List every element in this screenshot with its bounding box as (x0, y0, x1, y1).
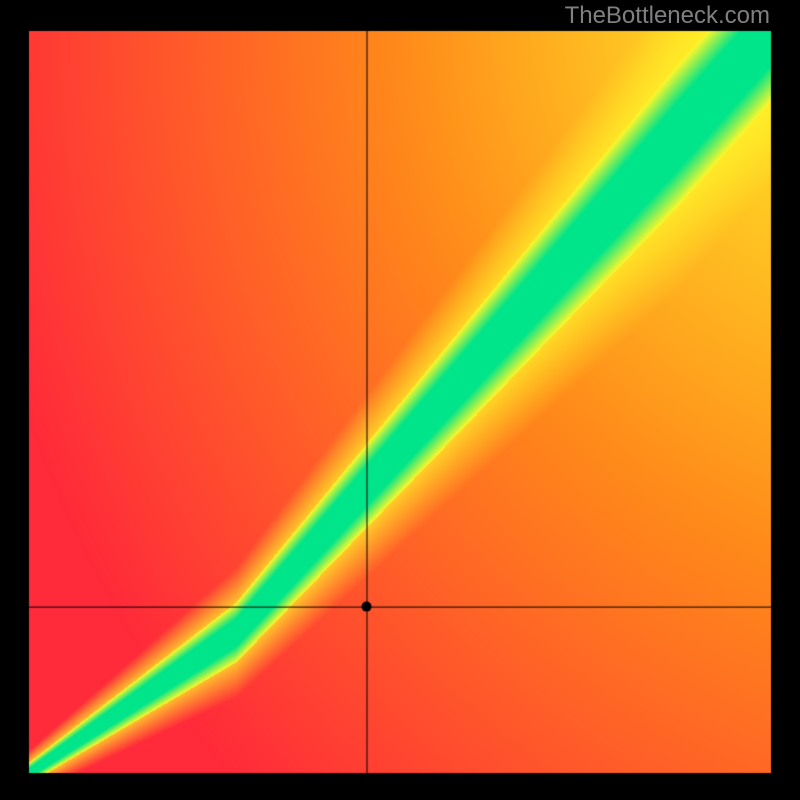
bottleneck-heatmap (0, 0, 800, 800)
chart-container: { "canvas": { "w": 800, "h": 800 }, "plo… (0, 0, 800, 800)
